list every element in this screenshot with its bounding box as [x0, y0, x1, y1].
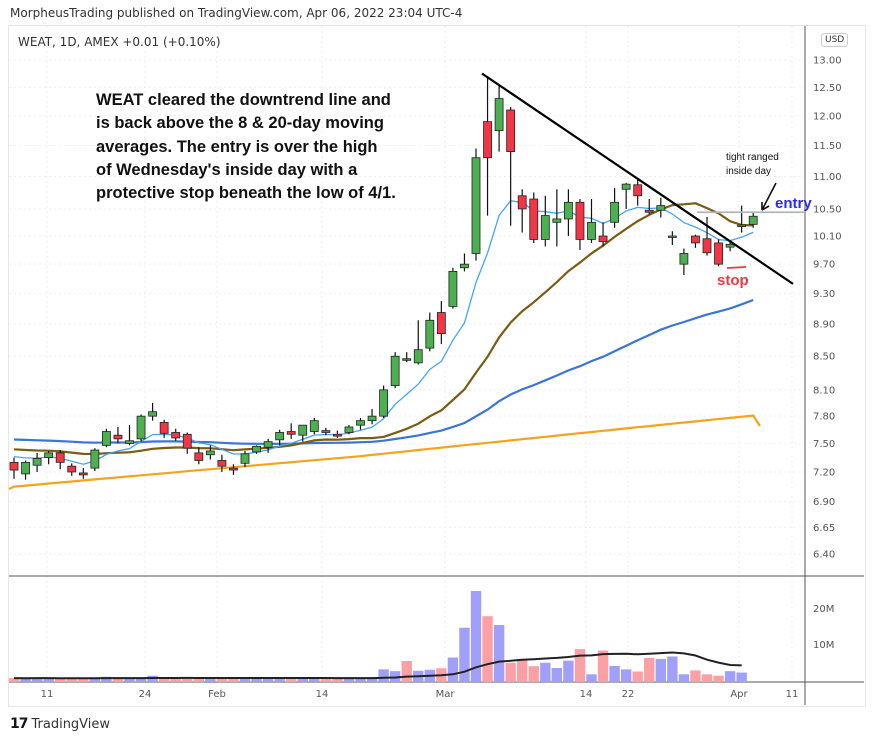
svg-text:12.00: 12.00	[813, 111, 842, 122]
svg-text:12.50: 12.50	[813, 83, 842, 94]
svg-text:Feb: Feb	[208, 689, 226, 700]
svg-text:9.30: 9.30	[813, 289, 835, 300]
svg-text:14: 14	[580, 689, 593, 700]
svg-text:8.10: 8.10	[813, 385, 835, 396]
svg-text:13.00: 13.00	[813, 56, 842, 67]
annotation-tight-range: tight ranged inside day	[726, 151, 779, 179]
annotation-entry: entry	[775, 195, 812, 212]
svg-text:9.70: 9.70	[813, 260, 835, 271]
annotation-tight-line2: inside day	[726, 166, 772, 177]
svg-text:11.00: 11.00	[813, 172, 842, 183]
svg-text:Mar: Mar	[436, 689, 456, 700]
footer-brand[interactable]: 17 TradingView	[10, 716, 110, 732]
svg-text:14: 14	[316, 689, 329, 700]
svg-text:6.40: 6.40	[813, 550, 835, 561]
annotation-note: WEAT cleared the downtrend line and is b…	[96, 91, 396, 203]
svg-text:22: 22	[622, 689, 635, 700]
svg-text:6.90: 6.90	[813, 497, 835, 508]
svg-text:8.90: 8.90	[813, 320, 835, 331]
tradingview-logo-icon: 17	[10, 716, 29, 732]
svg-text:7.20: 7.20	[813, 467, 835, 478]
published-caption: MorpheusTrading published on TradingView…	[10, 6, 463, 20]
svg-text:10M: 10M	[813, 640, 834, 651]
svg-text:11.50: 11.50	[813, 141, 842, 152]
svg-text:7.80: 7.80	[813, 412, 835, 423]
annotation-stop: stop	[717, 272, 749, 289]
symbol-legend[interactable]: WEAT, 1D, AMEX +0.01 (+0.10%)	[18, 35, 221, 49]
svg-text:6.65: 6.65	[813, 523, 835, 534]
footer-brand-label: TradingView	[31, 716, 111, 732]
svg-text:8.50: 8.50	[813, 352, 835, 363]
svg-text:Apr: Apr	[730, 689, 748, 700]
annotation-tight-line1: tight ranged	[726, 152, 779, 163]
svg-text:10.10: 10.10	[813, 232, 842, 243]
currency-badge[interactable]: USD	[821, 33, 849, 47]
svg-text:20M: 20M	[813, 604, 834, 615]
svg-text:11: 11	[41, 689, 54, 700]
svg-text:24: 24	[139, 689, 152, 700]
chart-frame[interactable]	[8, 25, 866, 707]
svg-text:11: 11	[786, 689, 799, 700]
svg-text:10.50: 10.50	[813, 204, 842, 215]
svg-text:7.50: 7.50	[813, 439, 835, 450]
